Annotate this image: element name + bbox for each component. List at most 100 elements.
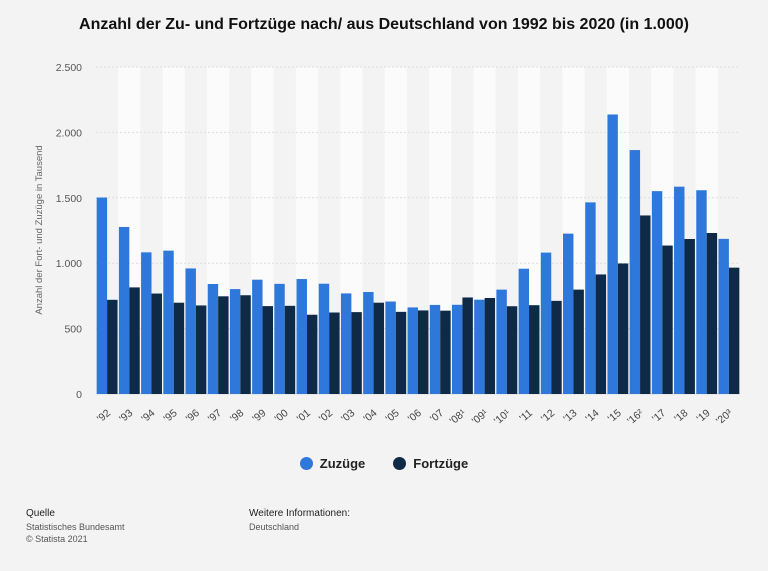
legend-label-fortzuege: Fortzüge	[413, 456, 469, 471]
bar-fortzuege[interactable]	[706, 232, 718, 394]
source-name: Statistisches Bundesamt	[26, 522, 125, 532]
legend-item-zuzuege[interactable]: Zuzüge	[299, 456, 365, 471]
bar-zuzuege[interactable]	[518, 268, 530, 394]
x-tick-label: '16²	[625, 407, 646, 428]
y-tick-label: 2.000	[56, 127, 82, 139]
bar-zuzuege[interactable]	[629, 150, 641, 394]
bar-zuzuege[interactable]	[318, 283, 330, 394]
bar-zuzuege[interactable]	[696, 190, 707, 394]
y-tick-label: 500	[64, 324, 82, 336]
bar-zuzuege[interactable]	[718, 238, 729, 394]
bar-fortzuege[interactable]	[462, 297, 473, 394]
bar-zuzuege[interactable]	[229, 289, 241, 394]
x-tick-label: '15	[606, 407, 624, 425]
bar-fortzuege[interactable]	[240, 295, 251, 394]
legend-item-fortzuege[interactable]: Fortzüge	[393, 456, 468, 471]
x-tick-label: '17	[650, 407, 668, 425]
legend: Zuzüge Fortzüge	[0, 456, 768, 471]
bar-fortzuege[interactable]	[617, 263, 629, 394]
copyright: © Statista 2021	[26, 534, 88, 544]
bar-fortzuege[interactable]	[529, 305, 540, 394]
x-tick-label: '12	[539, 407, 557, 425]
bar-fortzuege[interactable]	[306, 314, 318, 394]
x-tick-label: '18	[672, 407, 690, 425]
bar-zuzuege[interactable]	[429, 304, 441, 394]
bar-zuzuege[interactable]	[185, 268, 196, 394]
bar-zuzuege[interactable]	[474, 299, 485, 394]
bar-fortzuege[interactable]	[107, 299, 118, 394]
bar-fortzuege[interactable]	[662, 245, 673, 394]
bar-fortzuege[interactable]	[129, 287, 140, 394]
bar-zuzuege[interactable]	[540, 252, 552, 394]
bar-zuzuege[interactable]	[385, 301, 396, 394]
chart-plot: 0 500 1.000 1.500 2.000 2.500 '92'93'94'95 '96…	[34, 62, 740, 428]
x-tick-label: '10¹	[492, 407, 513, 428]
bar-fortzuege[interactable]	[506, 306, 518, 394]
bar-zuzuege[interactable]	[163, 250, 174, 394]
source-block: Quelle Statistisches Bundesamt © Statist…	[26, 508, 125, 545]
legend-dot-zuzuege	[299, 457, 313, 470]
bar-fortzuege[interactable]	[395, 311, 407, 394]
bar-fortzuege[interactable]	[262, 306, 273, 394]
x-tick-label: '19	[694, 407, 712, 425]
x-tick-label: '96	[184, 407, 202, 425]
x-tick-label: '92	[95, 407, 113, 425]
bar-fortzuege[interactable]	[440, 310, 451, 394]
x-tick-label: '06	[406, 407, 424, 425]
bars	[96, 114, 740, 394]
bar-zuzuege[interactable]	[674, 186, 685, 394]
bar-fortzuege[interactable]	[284, 305, 296, 394]
bar-fortzuege[interactable]	[551, 300, 562, 394]
bar-zuzuege[interactable]	[607, 114, 618, 394]
bar-fortzuege[interactable]	[640, 215, 651, 394]
y-axis-label: Anzahl der Fort- und Zuzüge in Tausend	[34, 145, 45, 314]
bar-zuzuege[interactable]	[207, 283, 219, 394]
x-tick-label: '99	[250, 407, 268, 425]
bar-fortzuege[interactable]	[573, 289, 584, 394]
bar-zuzuege[interactable]	[96, 197, 108, 394]
bar-fortzuege[interactable]	[173, 302, 185, 394]
bar-fortzuege[interactable]	[195, 305, 207, 394]
x-tick-label: '94	[139, 407, 157, 425]
y-tick-label: 1.000	[56, 258, 82, 270]
y-tick-label: 1.500	[56, 193, 82, 205]
bar-zuzuege[interactable]	[496, 289, 507, 394]
x-tick-label: '13	[561, 407, 579, 425]
bar-fortzuege[interactable]	[151, 293, 162, 394]
bar-fortzuege[interactable]	[351, 312, 362, 394]
bar-fortzuege[interactable]	[595, 274, 607, 394]
bar-zuzuege[interactable]	[252, 279, 263, 394]
bar-fortzuege[interactable]	[329, 312, 340, 394]
x-tick-label: '01	[295, 407, 313, 425]
x-tick-label: '95	[161, 407, 179, 425]
bar-fortzuege[interactable]	[373, 302, 385, 394]
source-heading: Quelle	[26, 508, 55, 519]
x-tick-label: '11	[517, 407, 535, 425]
bar-fortzuege[interactable]	[418, 310, 429, 394]
bar-zuzuege[interactable]	[451, 304, 463, 394]
x-tick-label: '14	[583, 407, 601, 425]
bar-zuzuege[interactable]	[363, 291, 374, 394]
x-tick-label: '02	[317, 407, 335, 425]
bar-zuzuege[interactable]	[585, 202, 596, 394]
bar-fortzuege[interactable]	[728, 267, 740, 394]
bar-zuzuege[interactable]	[296, 279, 307, 394]
x-tick-label: '08¹	[447, 407, 468, 428]
chart-title: Anzahl der Zu- und Fortzüge nach/ aus De…	[79, 16, 689, 33]
bar-fortzuege[interactable]	[684, 239, 695, 394]
bar-zuzuege[interactable]	[340, 293, 352, 394]
bar-zuzuege[interactable]	[651, 191, 663, 394]
bar-zuzuege[interactable]	[141, 252, 152, 394]
legend-dot-fortzuege	[393, 457, 407, 470]
bar-zuzuege[interactable]	[563, 233, 574, 394]
info-block: Weitere Informationen: Deutschland	[249, 508, 350, 533]
x-tick-label: '03	[339, 407, 357, 425]
bar-zuzuege[interactable]	[118, 226, 130, 394]
info-heading[interactable]: Weitere Informationen:	[249, 508, 350, 519]
bar-zuzuege[interactable]	[274, 283, 285, 394]
bar-fortzuege[interactable]	[484, 297, 496, 394]
bar-zuzuege[interactable]	[407, 307, 418, 394]
bar-fortzuege[interactable]	[218, 296, 229, 394]
info-region: Deutschland	[249, 522, 300, 532]
